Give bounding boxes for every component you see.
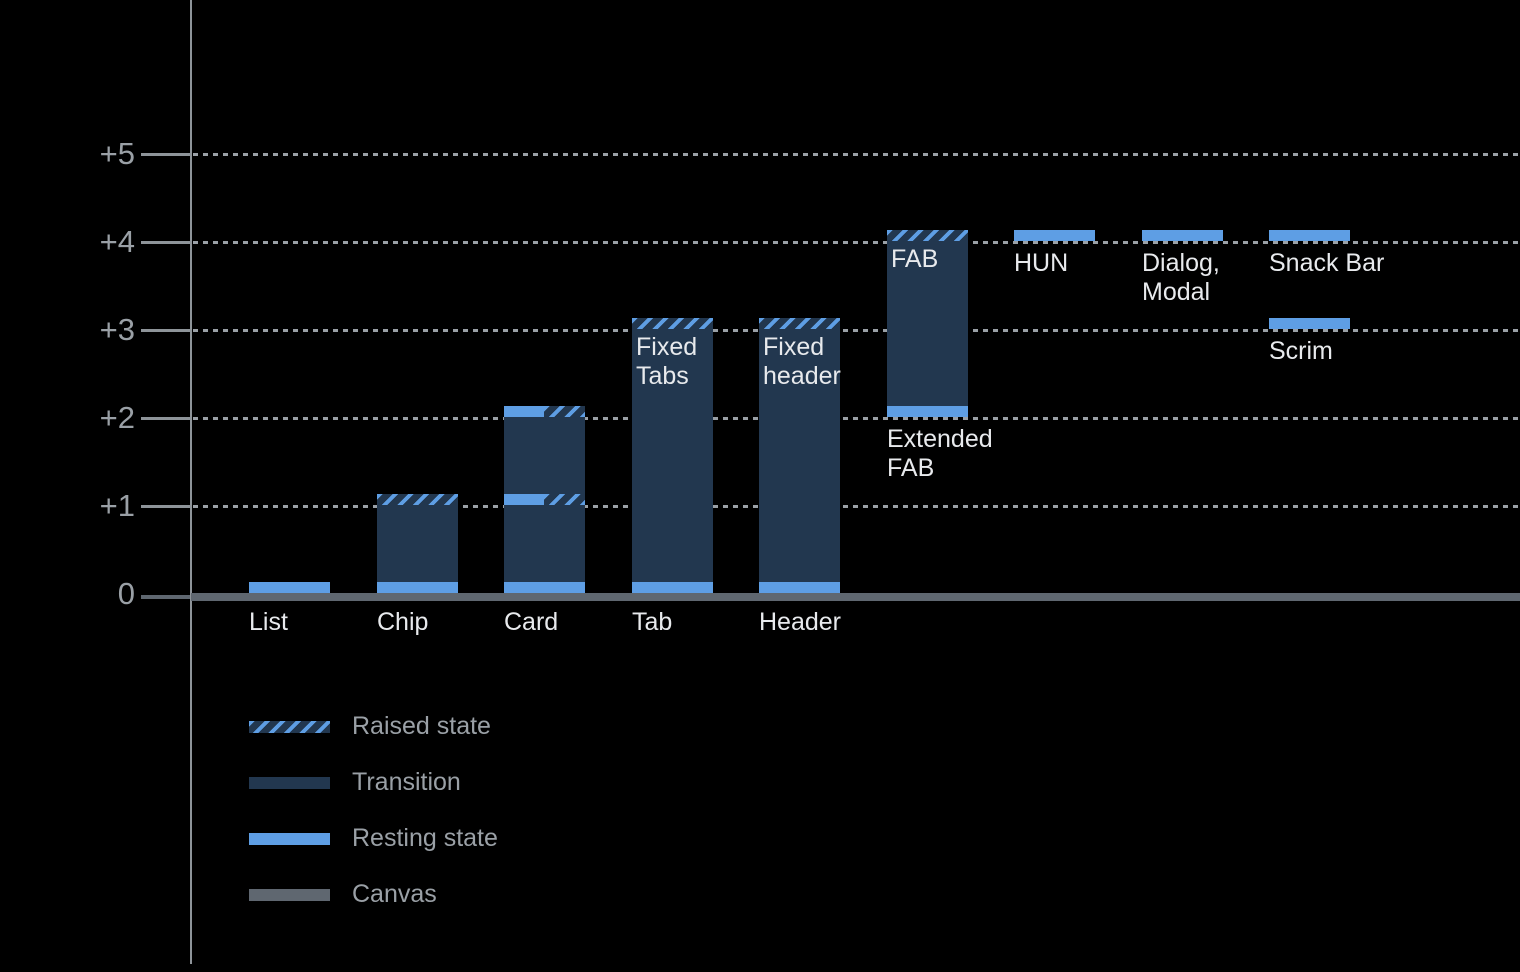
bar-transition-header [759,318,840,593]
legend-item-transition: Transition [249,768,461,797]
bar-raised-band-fab [887,230,968,241]
bar-resting-band-scrim [1269,318,1350,329]
bar-resting-band-tab [632,582,713,593]
legend-label-transition: Transition [352,768,461,796]
y-axis-label-2: +2 [99,400,135,435]
bar-resting-band-list [249,582,330,593]
gridline-3 [193,329,1520,332]
y-axis-label-3: +3 [99,312,135,347]
bar-inner-label-header: Fixed header [763,333,841,390]
bar-resting-band-hun [1014,230,1095,241]
y-axis-label-0: 0 [117,576,135,611]
tick-mark-3 [141,329,191,332]
bar-raised-band-header [759,318,840,329]
bar-below-label-snack-bar: Snack Bar [1269,249,1385,277]
y-axis-line [190,0,192,964]
legend-item-resting: Resting state [249,824,498,853]
y-axis-label-4: +4 [99,224,135,259]
bar-resting-band-header [759,582,840,593]
bar-resting-band-chip [377,582,458,593]
bar-below-label-fab: Extended FAB [887,425,993,482]
gridline-2 [193,417,1520,420]
bar-transition-fab [887,230,968,417]
bar-raised-band-chip [377,494,458,505]
gridline-5 [193,153,1520,156]
bar-resting-band-dialog-modal [1142,230,1223,241]
legend-label-raised: Raised state [352,712,491,740]
bar-raised-band-tab [632,318,713,329]
bar-transition-tab [632,318,713,593]
y-axis-label-5: +5 [99,136,135,171]
bar-label-tab: Tab [632,608,673,636]
bar-below-label-dialog-modal: Dialog, Modal [1142,249,1220,306]
legend-label-resting: Resting state [352,824,498,852]
bar-transition-chip [377,494,458,593]
bar-raised-band-card [544,406,585,417]
legend-swatch-raised [249,720,330,733]
legend-label-canvas: Canvas [352,880,437,908]
bar-inner-label-fab: FAB [891,245,939,273]
canvas-line [191,593,1520,601]
bar-resting-band-card [504,406,544,417]
tick-mark-0 [141,595,191,599]
bar-below-label-scrim: Scrim [1269,337,1333,365]
y-axis-label-1: +1 [99,488,135,523]
bar-label-card: Card [504,608,559,636]
bar-resting-band-card [504,582,585,593]
legend-item-canvas: Canvas [249,880,437,909]
bar-label-list: List [249,608,288,636]
bar-resting-band-snack-bar [1269,230,1350,241]
legend-item-raised: Raised state [249,712,491,741]
gridline-4 [193,241,1520,244]
bar-inner-label-tab: Fixed Tabs [636,333,698,390]
legend-swatch-resting [249,832,330,845]
bar-raised-band-card [544,494,585,505]
bar-label-chip: Chip [377,608,429,636]
bar-resting-band-fab [887,406,968,417]
bar-below-label-hun: HUN [1014,249,1069,277]
bar-resting-band-card [504,494,544,505]
bar-label-header: Header [759,608,841,636]
gridline-1 [193,505,1520,508]
tick-mark-5 [141,153,191,156]
legend-swatch-transition [249,776,330,789]
tick-mark-1 [141,505,191,508]
legend-swatch-canvas [249,888,330,901]
tick-mark-4 [141,241,191,244]
tick-mark-2 [141,417,191,420]
